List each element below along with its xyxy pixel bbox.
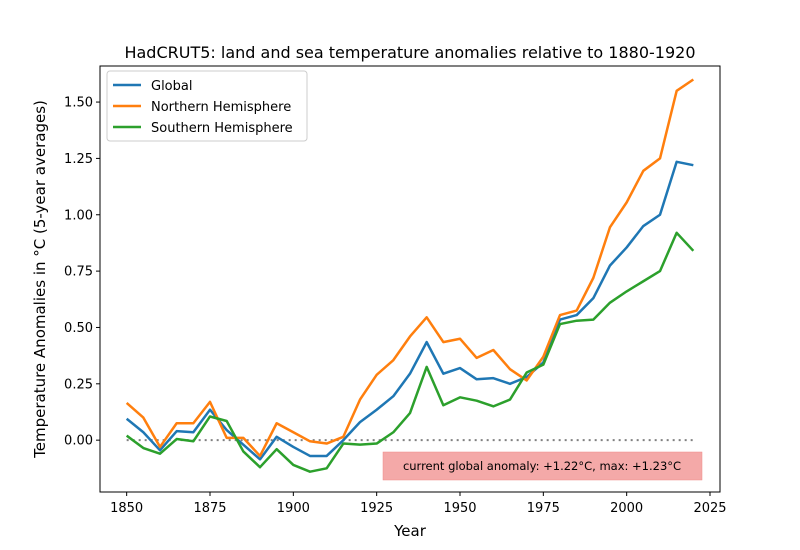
x-axis-ticks: 1850 1875 1900 1925 1950 1975 2000 2025 (110, 492, 727, 516)
legend: Global Northern Hemisphere Southern Hemi… (106, 70, 308, 142)
series-line-northern-hemisphere (125, 78, 695, 458)
annotation-box (382, 451, 703, 481)
y-tick-label: 0.25 (64, 377, 93, 392)
x-tick-label: 2025 (693, 501, 726, 516)
annotation-text: current global anomaly: +1.22°C, max: +1… (403, 459, 681, 473)
legend-label-southern-hemisphere: Southern Hemisphere (151, 121, 293, 136)
series-layer (125, 78, 695, 473)
chart-title: HadCRUT5: land and sea temperature anoma… (124, 43, 695, 62)
series-line-southern-hemisphere (125, 231, 695, 473)
annotation: current global anomaly: +1.22°C, max: +1… (382, 451, 703, 481)
y-tick-label: 0.75 (64, 265, 93, 280)
y-tick-label: 0.50 (64, 321, 93, 336)
x-tick-label: 1975 (527, 501, 560, 516)
y-axis-ticks: 0.00 0.25 0.50 0.75 1.00 1.25 1.50 (64, 96, 100, 449)
legend-label-global: Global (151, 79, 192, 94)
plot-frame (99, 65, 721, 493)
y-axis-label: Temperature Anomalies in °C (5-year aver… (31, 100, 49, 459)
x-tick-label: 1925 (360, 501, 393, 516)
y-tick-label: 1.00 (64, 208, 93, 223)
y-tick-label: 1.50 (64, 96, 93, 111)
y-tick-label: 0.00 (64, 434, 93, 449)
x-tick-label: 1900 (277, 501, 310, 516)
x-tick-label: 1875 (193, 501, 226, 516)
legend-label-northern-hemisphere: Northern Hemisphere (151, 100, 291, 115)
legend-box (106, 70, 308, 142)
x-axis-label: Year (393, 522, 427, 540)
y-tick-label: 1.25 (64, 152, 93, 167)
x-tick-label: 2000 (610, 501, 643, 516)
x-tick-label: 1950 (443, 501, 476, 516)
x-tick-label: 1850 (110, 501, 143, 516)
